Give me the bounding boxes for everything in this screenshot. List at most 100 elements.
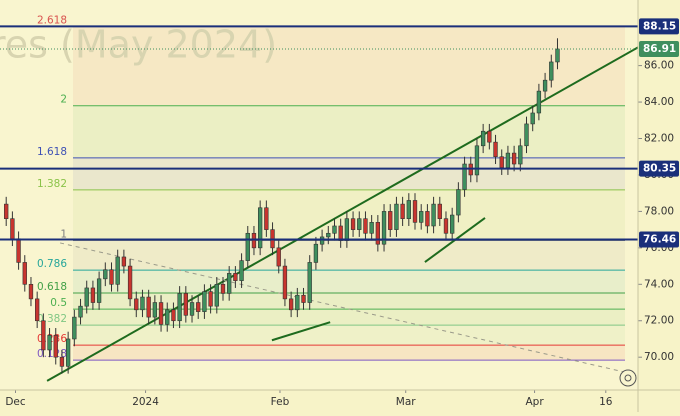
candle-body — [127, 265, 133, 300]
candle-body — [41, 320, 46, 351]
fib-band — [73, 105, 625, 158]
candle-body — [350, 218, 356, 230]
candle-body — [72, 316, 77, 340]
candle-body — [109, 269, 114, 285]
candle-body — [35, 298, 40, 322]
y-tick-label: 78.00 — [644, 205, 674, 217]
fib-label: 1.618 — [37, 146, 67, 158]
candle-body — [295, 294, 300, 311]
fib-label: 0.786 — [37, 258, 67, 270]
fib-band — [73, 345, 625, 361]
candle-body — [530, 112, 535, 125]
candle-body — [208, 291, 213, 307]
x-tick-label: Dec — [5, 396, 26, 408]
candle-body — [59, 356, 65, 367]
candle-body — [282, 265, 288, 300]
candle-body — [425, 211, 430, 227]
y-tick-label: 86.00 — [644, 60, 674, 72]
candle-body — [276, 247, 281, 267]
candle-body — [47, 335, 52, 351]
candle-body — [183, 293, 188, 316]
fib-label: 2 — [60, 94, 67, 106]
candle-body — [450, 214, 455, 234]
candle-body — [189, 302, 195, 316]
candle-body — [16, 238, 21, 263]
candle-body — [301, 294, 306, 303]
candle-body — [233, 273, 238, 281]
candle-body — [307, 262, 312, 303]
candle-body — [549, 61, 554, 81]
candle-body — [78, 305, 83, 318]
price-tag — [639, 231, 679, 248]
price-tag-label: 80.35 — [643, 163, 676, 175]
candle-body — [220, 283, 226, 294]
candle-body — [264, 207, 269, 230]
candle-body — [251, 232, 257, 249]
candle-body — [518, 145, 523, 165]
fib-label: 0.618 — [37, 281, 67, 293]
candle-body — [524, 123, 529, 147]
candle-body — [4, 203, 9, 219]
price-tag-label: 86.91 — [643, 43, 676, 55]
candle-body — [363, 218, 368, 234]
price-tag — [639, 41, 679, 58]
fib-band — [73, 157, 625, 190]
candle-body — [103, 269, 108, 280]
y-tick-label: 82.00 — [644, 133, 674, 145]
candle-body — [480, 130, 486, 147]
candle-body — [121, 256, 127, 267]
candle-body — [419, 211, 424, 223]
candle-body — [158, 302, 164, 325]
candle-body — [456, 189, 461, 216]
candle-body — [257, 207, 263, 249]
trend-line — [271, 321, 331, 342]
candle-body — [245, 232, 250, 261]
candle-body — [202, 291, 207, 312]
fib-band — [73, 240, 625, 271]
candle-body — [146, 296, 151, 318]
candle-body — [53, 335, 58, 358]
fib-band — [73, 325, 625, 346]
x-tick-label: Mar — [396, 396, 416, 408]
fib-label: 1.382 — [37, 178, 67, 190]
candle-body — [165, 309, 170, 325]
candle-body — [536, 90, 542, 114]
watermark: res (May 2024) — [0, 23, 277, 67]
price-tag-label: 88.15 — [643, 20, 676, 32]
candle-body — [462, 163, 467, 190]
candle-body — [542, 79, 548, 92]
candle-body — [288, 298, 294, 311]
fib-label: 1 — [60, 229, 67, 241]
fib-label: 2.618 — [37, 14, 67, 26]
x-tick-label: 16 — [599, 396, 613, 408]
candle-body — [499, 156, 504, 168]
fib-band — [73, 270, 625, 294]
candle-body — [28, 283, 34, 300]
candle-body — [65, 338, 71, 367]
candle-body — [96, 278, 102, 303]
fib-band — [73, 26, 625, 106]
candle-body — [400, 203, 405, 219]
candle-body — [412, 200, 418, 223]
candle-body — [437, 203, 442, 219]
candle-body — [152, 302, 158, 318]
candle-body — [505, 152, 511, 168]
settings-icon[interactable] — [619, 369, 637, 387]
price-tag — [639, 18, 679, 35]
candle-body — [431, 203, 436, 227]
candle-body — [196, 302, 201, 312]
candle-body — [511, 152, 517, 165]
candle-body — [338, 225, 343, 241]
candle-body — [313, 243, 319, 263]
candle-body — [394, 203, 399, 230]
price-tag-label: 76.46 — [643, 233, 676, 245]
candle-body — [171, 309, 176, 322]
candle-body — [140, 296, 145, 311]
candle-body — [443, 218, 449, 234]
candle-body — [388, 211, 393, 230]
candle-body — [22, 262, 27, 285]
candle-body — [90, 287, 96, 303]
candle-body — [227, 273, 232, 294]
